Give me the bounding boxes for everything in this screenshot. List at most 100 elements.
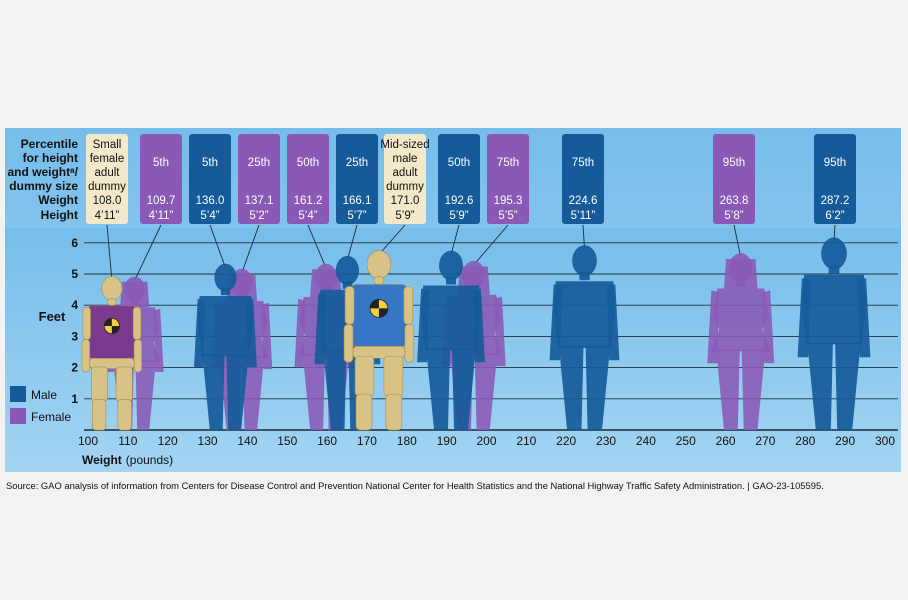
label-box (487, 134, 529, 224)
dummy-thigh-right (115, 366, 133, 402)
x-tick-label: 180 (397, 434, 417, 448)
label-box (384, 134, 426, 224)
legend-male-swatch (10, 386, 26, 402)
x-tick-label: 260 (716, 434, 736, 448)
x-axis-label: Weight (pounds) (82, 453, 173, 467)
dummy-target-quadrants (369, 299, 388, 318)
dummy-shin-left (355, 393, 373, 431)
dummy-shin-left (91, 398, 107, 431)
figure-torso (553, 281, 616, 348)
dummy-upper-arm-right (132, 306, 142, 340)
x-axis-label-unit: (pounds) (126, 453, 173, 467)
figure-leg-left (202, 354, 225, 430)
height-value: 4’11” (95, 210, 120, 222)
dummy-forearm-left (81, 339, 91, 373)
x-tick-label: 250 (676, 434, 696, 448)
dummy-target-quadrants (104, 318, 120, 334)
x-tick-label: 100 (78, 434, 98, 448)
x-tick-label: 240 (636, 434, 656, 448)
percentile-label: 25th (346, 157, 368, 169)
percentile-label: 95th (723, 157, 745, 169)
dummy-upper-arm-left (344, 286, 355, 325)
dummy-forearm-right (133, 339, 143, 373)
figure-torso (801, 274, 867, 345)
male-figure-5th (194, 263, 257, 430)
weight-value: 108.0 (93, 195, 122, 207)
height-value: 5’9” (395, 210, 414, 222)
x-tick-label: 160 (317, 434, 337, 448)
height-value: 5’9” (449, 210, 468, 222)
figure-arm-right (261, 302, 273, 370)
connector-line (733, 224, 742, 258)
female-figure-95th (707, 253, 775, 430)
figure-neck (446, 276, 456, 285)
label-box (238, 134, 280, 224)
figure-arm-right (607, 284, 620, 361)
percentile-label: 75th (572, 157, 594, 169)
dummy-thigh-left (354, 355, 375, 397)
height-value: 5’2” (249, 210, 268, 222)
x-tick-label: 280 (795, 434, 815, 448)
percentile-label: 75th (497, 157, 519, 169)
percentile-label: 5th (202, 157, 218, 169)
connector-line (134, 224, 162, 281)
figure-leg-right (135, 360, 156, 430)
percentile-label: 5th (153, 157, 169, 169)
connector-line (106, 224, 113, 281)
height-value: 5’5” (498, 210, 517, 222)
y-axis-label: Feet (39, 309, 66, 324)
weight-value: 171.0 (391, 195, 420, 207)
connector-line (307, 224, 327, 268)
height-value: 5’7” (347, 210, 366, 222)
label-box (189, 134, 231, 224)
legend-male-label: Male (31, 388, 57, 402)
figure-leg-right (585, 345, 611, 430)
height-value: 5’4” (200, 210, 219, 222)
weight-value: 224.6 (569, 195, 598, 207)
figure-arm-right (153, 308, 164, 372)
figure-torso (711, 288, 771, 352)
dummy-label-line: Mid-sized (380, 139, 429, 151)
figure-torso (197, 296, 254, 357)
y-tick-label: 6 (71, 236, 78, 250)
dummy-thigh-right (383, 355, 404, 397)
figure-arm-left (194, 298, 206, 368)
x-tick-label: 220 (556, 434, 576, 448)
dummy-neck (373, 276, 385, 285)
male-figure-95th (797, 237, 871, 430)
percentile-label: 50th (448, 157, 470, 169)
y-tick-label: 5 (71, 267, 78, 281)
percentile-label: 50th (297, 157, 319, 169)
x-axis-label-bold: Weight (82, 453, 122, 467)
figure-neck (237, 291, 247, 300)
connector-line (378, 224, 406, 255)
label-box (336, 134, 378, 224)
figure-arm-right (472, 288, 485, 363)
figure-head (821, 237, 847, 270)
label-box (140, 134, 182, 224)
weight-value: 161.2 (294, 195, 323, 207)
dummy-head (101, 276, 123, 301)
figures (81, 237, 871, 431)
row-label-percentile-3: and weightᵃ/ (7, 165, 78, 179)
male-figure-75th (549, 245, 620, 430)
dummy-label-line: male (393, 153, 418, 165)
weight-value: 166.1 (343, 195, 372, 207)
weight-value: 263.8 (720, 195, 749, 207)
figure-arm-right (857, 278, 871, 358)
figure-arm-left (294, 298, 306, 368)
weight-value: 192.6 (445, 195, 474, 207)
figure-leg-right (835, 342, 861, 430)
row-label-percentile-4: dummy size (9, 179, 78, 193)
figure-neck (828, 265, 840, 274)
dummy-forearm-right (404, 324, 415, 363)
figure-torso (421, 285, 481, 351)
percentile-label: 25th (248, 157, 270, 169)
row-label-percentile-2: for height (23, 151, 78, 165)
dummy-neck (107, 298, 117, 306)
dummy-label-line: dummy (88, 181, 126, 193)
x-tick-label: 120 (158, 434, 178, 448)
row-label-percentile-1: Percentile (21, 137, 79, 151)
label-box (86, 134, 128, 224)
percentile-label: 95th (824, 157, 846, 169)
